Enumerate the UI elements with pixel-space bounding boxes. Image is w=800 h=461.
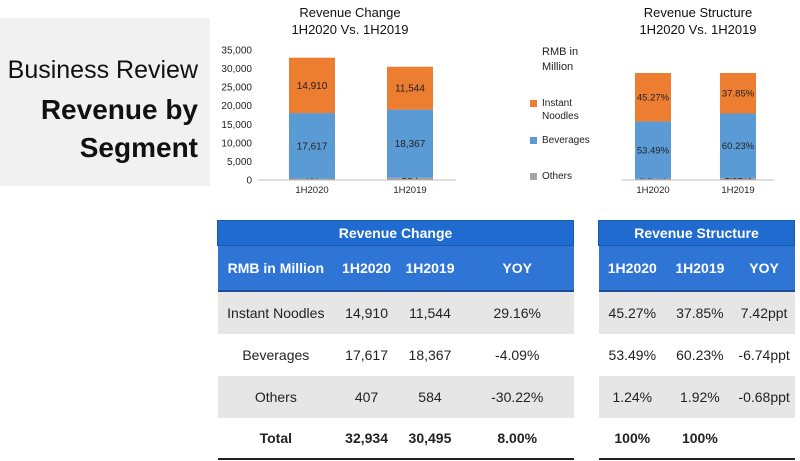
table-title: Revenue Structure (598, 220, 795, 246)
x-tick-label: 1H2020 (636, 185, 669, 196)
table-cell: 100% (598, 418, 667, 460)
page-title-line2: Segment (79, 132, 198, 163)
bar-segment (387, 177, 433, 180)
y-tick-label: 5,000 (227, 157, 252, 168)
x-tick-label: 1H2019 (393, 185, 426, 196)
bar-segment (720, 73, 756, 114)
column-header: YOY (460, 245, 574, 291)
data-label: 60.23% (722, 141, 755, 152)
table-cell (733, 418, 795, 460)
y-tick-label: 25,000 (221, 83, 252, 94)
data-label: 18,367 (395, 139, 426, 150)
bar-segment (720, 113, 756, 178)
table-cell: 29.16% (460, 291, 574, 334)
data-label: 14,910 (297, 81, 328, 92)
legend-swatch-others (530, 173, 537, 180)
chart1-title-block: Revenue Change 1H2020 Vs. 1H2019 (270, 4, 430, 38)
table-cell: -0.68ppt (733, 376, 795, 418)
table-cell: 1.92% (666, 376, 734, 418)
chart2-title: Revenue Structure (643, 5, 753, 20)
table-cell: -4.09% (495, 347, 540, 363)
table-cell: 53.49% (608, 347, 657, 363)
chart2-subtitle: 1H2020 Vs. 1H2019 (639, 22, 757, 37)
page-title-line1: Revenue by (40, 94, 198, 125)
revenue-structure-chart: 1.24%53.49%45.27%1H20201.92%60.23%37.85%… (622, 73, 774, 196)
title-panel: Business Review Revenue by Segment (0, 18, 210, 186)
data-label: 11,544 (395, 84, 425, 95)
table-row: 45.27% 37.85% 7.42ppt (598, 291, 795, 334)
table-cell: 18,367 (408, 347, 452, 363)
column-header: 1H2020 (334, 245, 400, 291)
data-label: 37.85% (722, 89, 755, 100)
table-title: Revenue Change (217, 220, 574, 246)
legend-label: Beverages (542, 135, 590, 146)
column-header: 1H2019 (666, 245, 734, 291)
y-tick-label: 10,000 (221, 138, 252, 149)
chart2-title-block: Revenue Structure 1H2020 Vs. 1H2019 (618, 4, 778, 38)
table-cell: 14,910 (334, 291, 400, 334)
table-total-row: Total 32,934 30,495 8.00% (217, 418, 574, 460)
table-cell: 407 (334, 376, 400, 418)
bar-segment (635, 121, 671, 179)
table-cell: 30,495 (399, 418, 461, 460)
column-header: 1H2019 (399, 245, 461, 291)
bar-segment (720, 177, 756, 180)
bar-segment (635, 178, 671, 180)
bar-segment (635, 73, 671, 122)
revenue-structure-table: Revenue Structure 1H2020 1H2019 YOY 45.2… (598, 220, 795, 460)
legend-unit: RMB in Million (542, 46, 579, 73)
data-label: 45.27% (637, 93, 670, 104)
table-cell: 7.42ppt (733, 291, 795, 334)
revenue-change-table: Revenue Change RMB in Million 1H2020 1H2… (217, 220, 574, 460)
table-cell: 584 (399, 376, 461, 418)
table-cell: -6.74ppt (738, 347, 790, 363)
table-row: Instant Noodles 14,910 11,544 29.16% (217, 291, 574, 334)
table-cell: Total (217, 418, 335, 460)
table-cell: Beverages (242, 347, 310, 363)
bar-segment (289, 113, 335, 179)
table-cell: 45.27% (598, 291, 667, 334)
table-cell: 11,544 (399, 291, 461, 334)
bar-segment (387, 66, 433, 110)
table-cell: 37.85% (666, 291, 734, 334)
column-header: YOY (733, 245, 795, 291)
column-header: RMB in Million (217, 245, 335, 291)
table-total-row: 100% 100% (598, 418, 795, 460)
x-tick-label: 1H2020 (295, 185, 328, 196)
table-cell: 8.00% (460, 418, 574, 460)
table-row: Others 407 584 -30.22% (217, 376, 574, 418)
chart1-title: Revenue Change (299, 5, 401, 20)
chart1-subtitle: 1H2020 Vs. 1H2019 (291, 22, 409, 37)
y-tick-label: 30,000 (221, 64, 252, 75)
y-tick-label: 15,000 (221, 120, 252, 131)
y-tick-label: 35,000 (221, 46, 252, 57)
legend-label: Others (542, 171, 573, 182)
table-row: 1.24% 1.92% -0.68ppt (598, 376, 795, 418)
column-header: 1H2020 (598, 245, 667, 291)
bar-segment (387, 109, 433, 178)
table-cell: 32,934 (334, 418, 400, 460)
bar-segment (289, 57, 335, 114)
y-tick-label: 0 (246, 176, 252, 187)
table-cell: 17,617 (345, 347, 388, 363)
table-cell: 100% (666, 418, 734, 460)
y-tick-label: 20,000 (221, 101, 252, 112)
table-cell: -30.22% (460, 376, 574, 418)
table-row: Beverages 17,617 18,367 -4.09% (218, 334, 574, 376)
table-cell: 60.23% (676, 347, 724, 363)
table-cell: Others (217, 376, 335, 418)
table-row: 53.49% 60.23% -6.74ppt (599, 334, 795, 376)
legend-swatch-instant-noodles (530, 100, 537, 107)
data-label: 53.49% (637, 146, 670, 157)
x-tick-label: 1H2019 (721, 185, 754, 196)
table-cell: Instant Noodles (217, 291, 335, 334)
data-label: 17,617 (297, 141, 328, 152)
bar-segment (289, 178, 335, 180)
legend-swatch-beverages (530, 137, 537, 144)
revenue-change-chart: 0 5,000 10,000 15,000 20,000 25,000 30,000 35,0… (221, 46, 456, 196)
legend-label: Instant Noodles (542, 98, 579, 122)
section-title: Business Review (7, 56, 198, 84)
table-cell: 1.24% (598, 376, 667, 418)
